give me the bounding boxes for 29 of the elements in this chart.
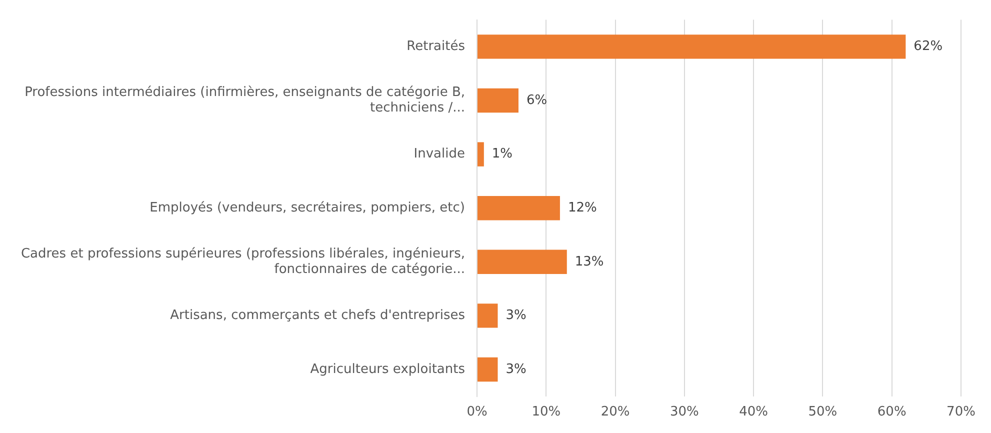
y-tick-label: Artisans, commerçants et chefs d'entreprises <box>170 308 466 324</box>
data-label: 1% <box>492 146 513 162</box>
data-label: 6% <box>526 92 548 108</box>
bar <box>478 142 484 166</box>
data-label: 12% <box>568 200 597 216</box>
y-tick-label: Retraités <box>406 39 466 54</box>
x-tick-label: 50% <box>808 404 838 420</box>
data-label: 3% <box>506 362 526 377</box>
x-tick-label: 70% <box>946 404 976 420</box>
y-tick-label: Agriculteurs exploitants <box>310 362 466 377</box>
bar <box>478 250 567 274</box>
x-tick-label: 10% <box>532 404 561 420</box>
bar <box>478 88 518 113</box>
data-label: 62% <box>914 39 943 54</box>
y-tick-label: Employés (vendeurs, secrétaires, pompiers, etc) <box>150 200 465 216</box>
y-tick-label: Cadres et professions supérieures (professions libérales, ingénieurs, fonctionnaires de catégorie... <box>20 246 465 278</box>
bar <box>478 196 560 220</box>
bar <box>478 34 906 59</box>
x-tick-label: 30% <box>670 404 699 420</box>
y-tick-label: Professions intermédiaires (infirmières, enseignants de catégorie B, techniciens /... <box>24 85 465 116</box>
data-label: 13% <box>574 254 604 270</box>
y-tick-label: Invalide <box>414 146 465 162</box>
bar <box>478 357 498 382</box>
x-tick-label: 20% <box>600 404 630 420</box>
data-label: 3% <box>506 308 526 324</box>
x-tick-label: 60% <box>877 404 906 420</box>
bar <box>478 304 498 328</box>
x-tick-label: 40% <box>739 404 768 420</box>
x-tick-label: 0% <box>466 404 488 420</box>
